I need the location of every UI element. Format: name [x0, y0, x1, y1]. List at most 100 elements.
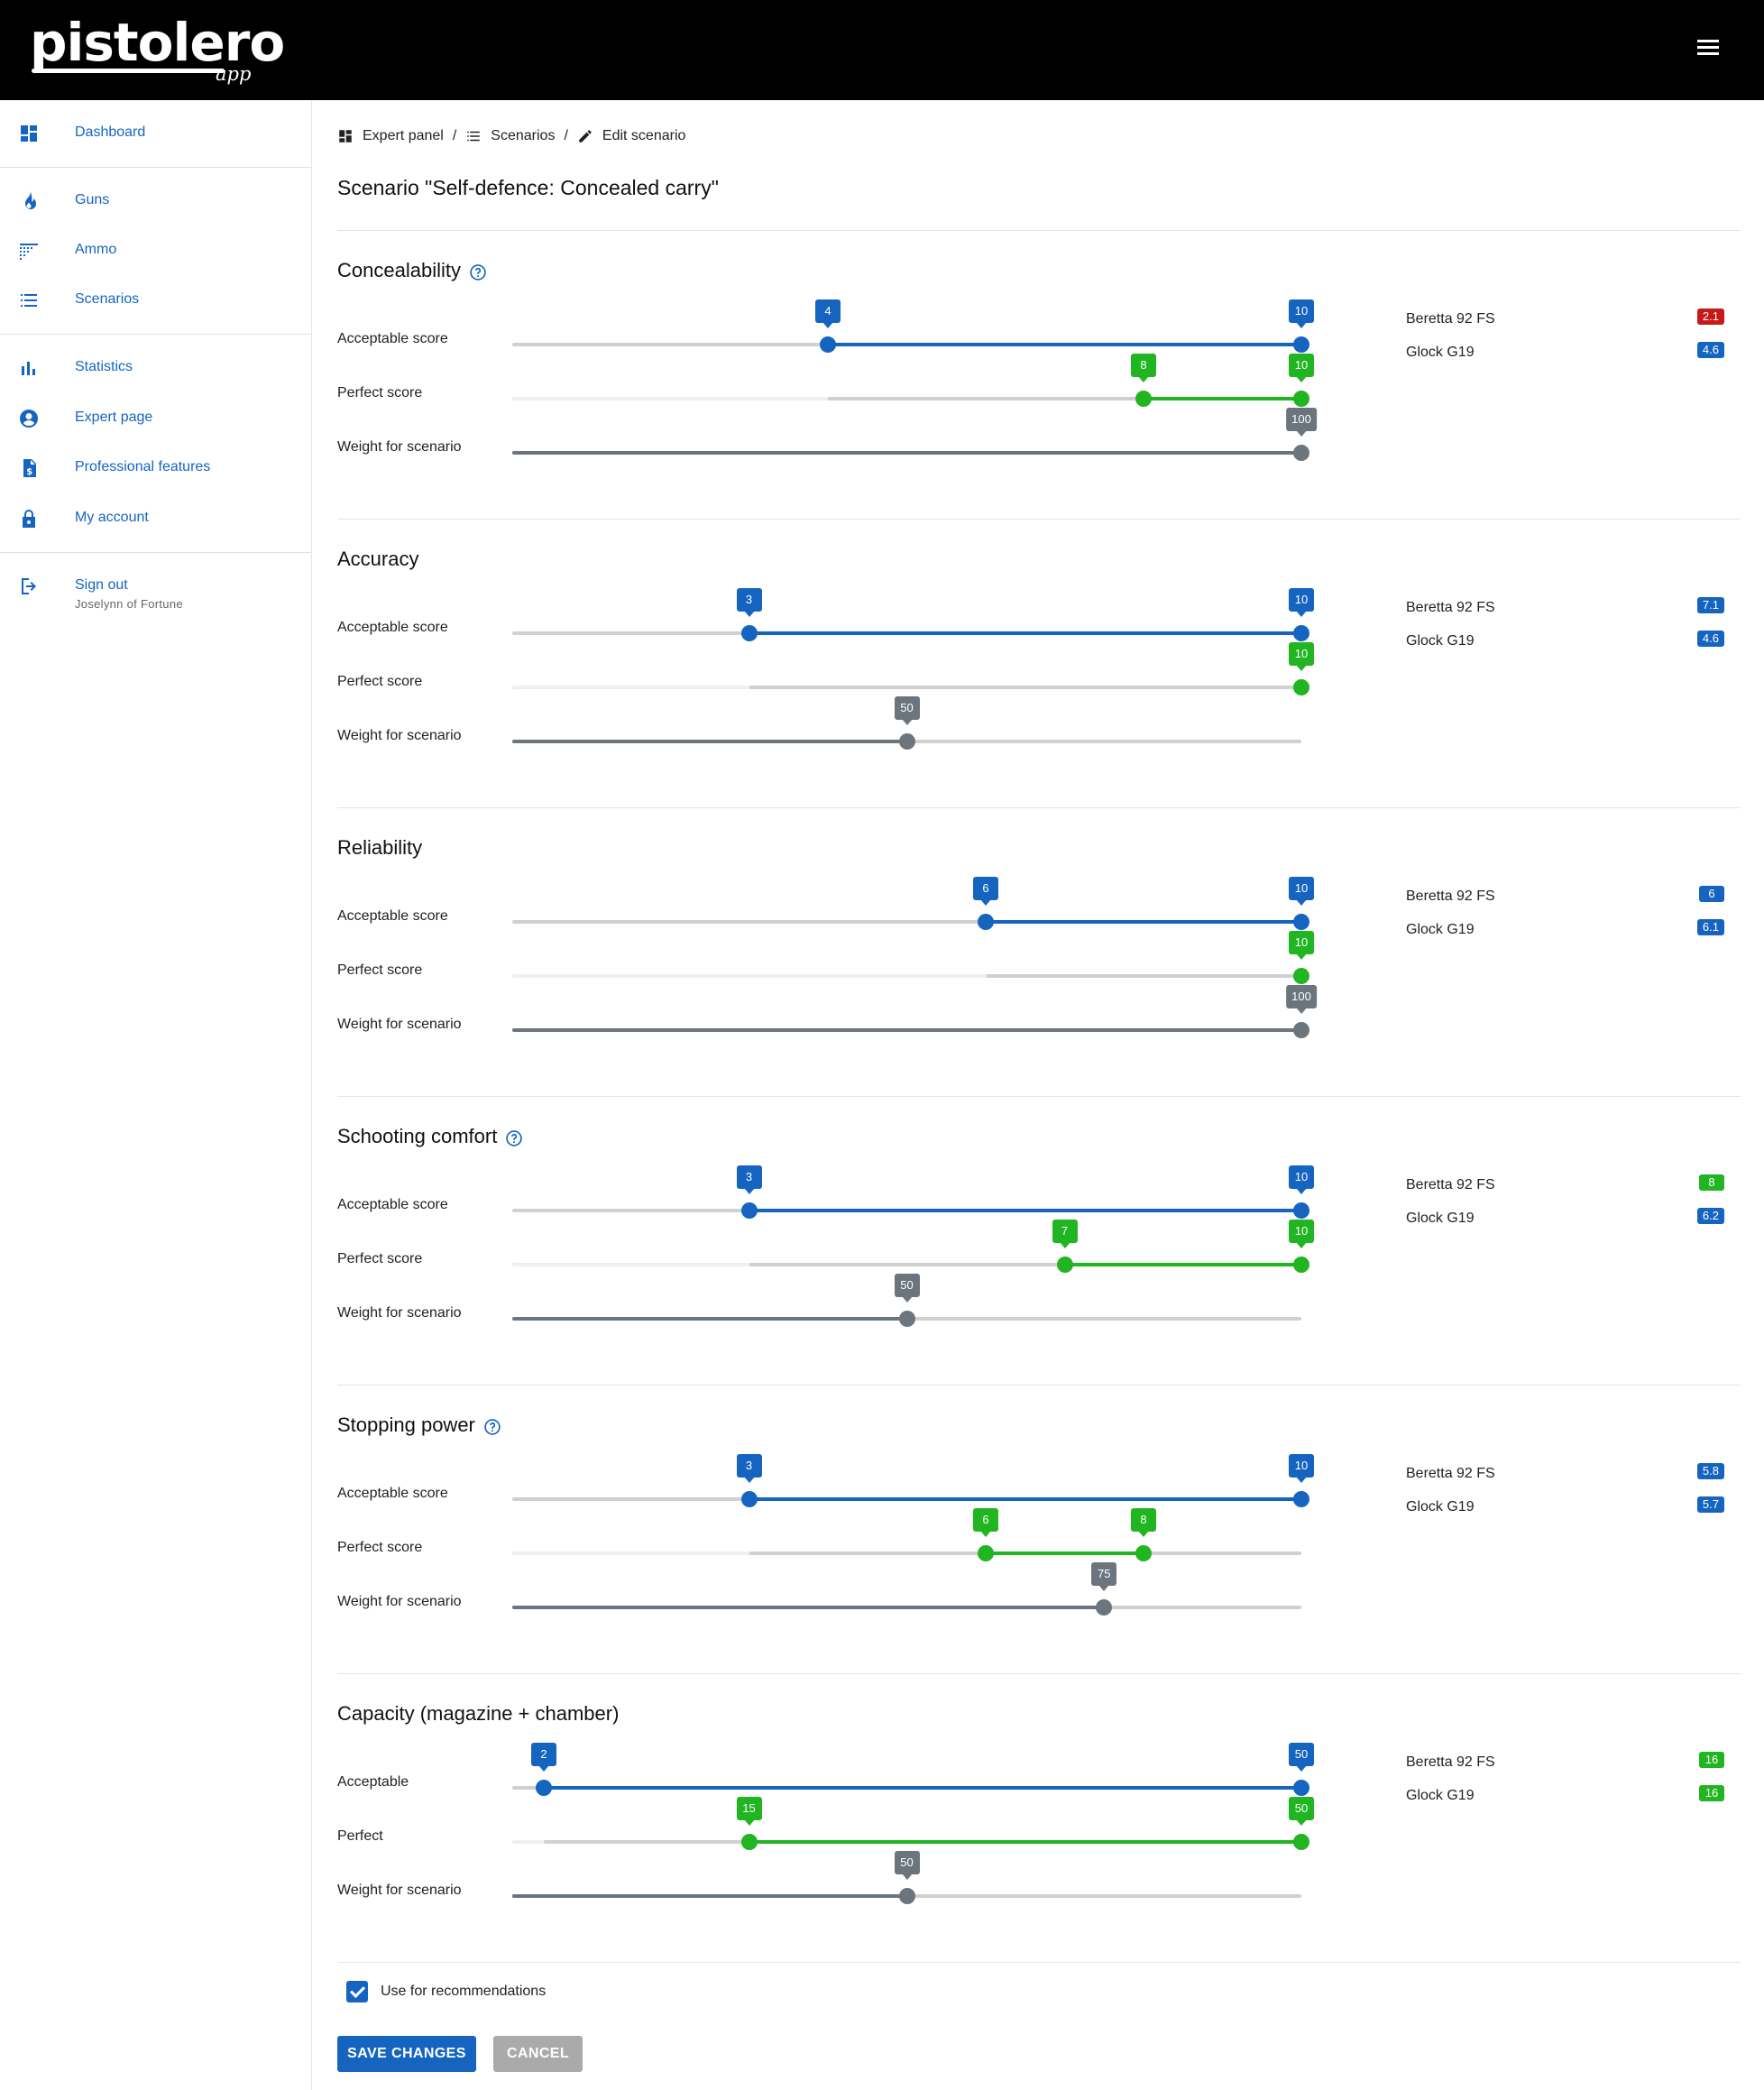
acceptable-slider-track[interactable]: 3 10 — [512, 1165, 1314, 1219]
weight-slider-track[interactable]: 50 — [512, 1851, 1301, 1904]
perfect-high-thumb[interactable] — [1293, 1834, 1309, 1850]
sidebar-item-label: Guns — [75, 192, 110, 207]
acceptable-high-thumb[interactable] — [1293, 914, 1309, 930]
acceptable-low-thumb[interactable] — [536, 1780, 552, 1796]
section-title-text: Concealability — [337, 259, 461, 281]
weight-thumb[interactable] — [898, 1311, 915, 1327]
breadcrumb-scenarios[interactable]: Scenarios — [465, 128, 555, 144]
weight-slider-track[interactable]: 100 — [512, 985, 1317, 1038]
acceptable-high-value-label: 10 — [1289, 1454, 1314, 1483]
perfect-slider-track[interactable]: 10 — [512, 642, 1314, 695]
acceptable-high-thumb[interactable] — [1293, 1780, 1309, 1796]
acceptable-high-value-label: 50 — [1289, 1743, 1314, 1772]
perfect-low-thumb[interactable] — [1135, 391, 1152, 407]
cancel-button[interactable]: CANCEL — [493, 2036, 583, 2072]
perfect-high-value-label: 10 — [1289, 354, 1314, 382]
weight-slider-track[interactable]: 50 — [512, 696, 1301, 750]
weight-slider-track[interactable]: 75 — [512, 1562, 1301, 1616]
perfect-score-label: Perfect score — [337, 1540, 423, 1555]
weight-slider-track[interactable]: 50 — [512, 1274, 1301, 1327]
acceptable-high-thumb[interactable] — [1293, 1202, 1309, 1219]
acceptable-low-thumb[interactable] — [740, 1202, 758, 1219]
gun-name: Glock G19 — [1406, 1211, 1475, 1226]
perfect-low-thumb[interactable] — [740, 1834, 758, 1850]
acceptable-slider-track[interactable]: 2 50 — [512, 1743, 1314, 1796]
perfect-slider-track[interactable]: 7 10 — [512, 1220, 1314, 1273]
dashboard-icon — [337, 128, 354, 144]
acceptable-slider-track[interactable]: 4 10 — [512, 299, 1314, 353]
sidebar-item-statistics[interactable]: Statistics — [0, 346, 311, 390]
perfect-low-thumb[interactable] — [1056, 1257, 1073, 1273]
sidebar-item-scenarios[interactable]: Scenarios — [0, 279, 311, 322]
acceptable-reference-range — [749, 1263, 1301, 1266]
weight-score-label: Weight for scenario — [337, 439, 462, 455]
acceptable-score-label: Acceptable score — [337, 331, 448, 346]
sidebar-item-my-account[interactable]: My account — [0, 497, 311, 540]
help-icon[interactable] — [505, 1129, 523, 1147]
acceptable-score-label: Acceptable — [337, 1774, 409, 1790]
sidebar-item-professional-features[interactable]: $ Professional features — [0, 447, 311, 490]
acceptable-slider-track[interactable]: 3 10 — [512, 588, 1314, 641]
acceptable-high-thumb[interactable] — [1293, 336, 1309, 353]
weight-thumb[interactable] — [1096, 1599, 1113, 1616]
breadcrumb: Expert panel / Scenarios / Edit scenario — [337, 125, 685, 147]
weight-fill — [512, 1606, 1105, 1609]
gun-score-badge: 4.6 — [1696, 631, 1724, 647]
gun-name: Beretta 92 FS — [1406, 311, 1495, 327]
perfect-high-thumb[interactable] — [1293, 391, 1309, 407]
gun-name: Beretta 92 FS — [1406, 1466, 1495, 1481]
gun-name: Beretta 92 FS — [1406, 1754, 1495, 1770]
sidebar-item-sign-out[interactable]: Sign out Joselynn of Fortune — [0, 565, 311, 611]
acceptable-slider-track[interactable]: 3 10 — [512, 1454, 1314, 1507]
help-icon[interactable] — [469, 263, 487, 281]
acceptable-low-value-label: 2 — [531, 1743, 556, 1772]
acceptable-range-fill — [986, 920, 1301, 924]
weight-fill — [512, 1317, 907, 1321]
perfect-high-thumb[interactable] — [1293, 1257, 1309, 1273]
save-changes-button[interactable]: SAVE CHANGES — [337, 2036, 476, 2072]
acceptable-low-value-label: 4 — [815, 299, 841, 328]
pistolero-logo[interactable]: pistolero app — [30, 13, 285, 85]
acceptable-reference-range — [749, 686, 1301, 689]
breadcrumb-expert-panel[interactable]: Expert panel — [337, 128, 444, 144]
logo-underline — [32, 69, 225, 73]
perfect-low-thumb[interactable] — [978, 1545, 994, 1561]
section-divider — [337, 807, 1741, 808]
acceptable-low-thumb[interactable] — [820, 336, 836, 353]
hamburger-menu-icon[interactable] — [1697, 40, 1719, 58]
acceptable-slider-track[interactable]: 6 10 — [512, 877, 1314, 930]
weight-thumb[interactable] — [1293, 445, 1309, 461]
perfect-low-thumb[interactable] — [1293, 679, 1309, 695]
checkbox-checked-icon[interactable] — [346, 1981, 368, 2003]
weight-thumb[interactable] — [898, 733, 915, 750]
use-for-recommendations-checkbox[interactable]: Use for recommendations — [346, 1980, 546, 2003]
sidebar-item-expert-page[interactable]: Expert page — [0, 397, 311, 440]
weight-thumb[interactable] — [1293, 1022, 1309, 1038]
sidebar-item-label: Ammo — [75, 242, 117, 257]
sidebar-item-dashboard[interactable]: Dashboard — [0, 112, 311, 155]
acceptable-high-thumb[interactable] — [1293, 1491, 1309, 1507]
sidebar-item-guns[interactable]: Guns — [0, 180, 311, 223]
perfect-low-thumb[interactable] — [1293, 968, 1309, 984]
acceptable-low-thumb[interactable] — [978, 914, 994, 930]
perfect-range-fill — [749, 1840, 1301, 1844]
perfect-slider-track[interactable]: 10 — [512, 931, 1314, 984]
help-icon[interactable] — [483, 1418, 501, 1436]
acceptable-high-thumb[interactable] — [1293, 625, 1309, 641]
weight-fill — [512, 1894, 907, 1898]
weight-value-label: 50 — [894, 696, 920, 725]
gun-score-badge: 8 — [1699, 1174, 1724, 1191]
weight-thumb[interactable] — [898, 1888, 915, 1904]
perfect-low-value-label: 10 — [1289, 931, 1314, 960]
sidebar-item-ammo[interactable]: Ammo — [0, 229, 311, 272]
perfect-slider-track[interactable]: 8 10 — [512, 354, 1314, 407]
breadcrumb-edit-scenario[interactable]: Edit scenario — [577, 128, 685, 144]
perfect-high-thumb[interactable] — [1135, 1545, 1152, 1561]
perfect-slider-track[interactable]: 15 50 — [512, 1797, 1314, 1850]
weight-slider-track[interactable]: 100 — [512, 408, 1317, 461]
acceptable-low-thumb[interactable] — [740, 1491, 758, 1507]
acceptable-low-thumb[interactable] — [740, 625, 758, 641]
section-title-text: Reliability — [337, 836, 423, 859]
sidebar: Dashboard Guns Ammo Scenarios Statistics Expe… — [0, 100, 312, 2090]
